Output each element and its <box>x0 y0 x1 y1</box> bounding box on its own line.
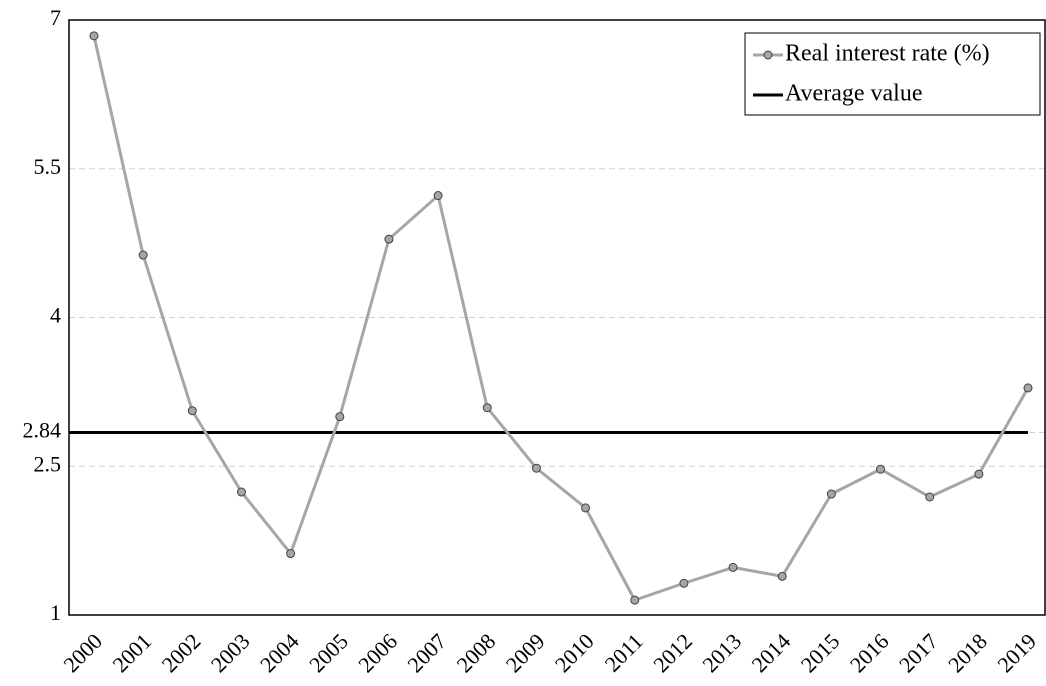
point <box>974 469 984 479</box>
plot-frame <box>68 19 1046 616</box>
x-tick-label: 2017 <box>894 628 943 677</box>
point <box>335 412 345 422</box>
y-tick-label: 4 <box>50 303 61 328</box>
point <box>236 487 246 497</box>
point <box>826 489 836 499</box>
x-tick-label: 2002 <box>157 628 206 677</box>
x-tick-label: 2018 <box>943 628 992 677</box>
legend-marker <box>763 50 773 60</box>
y-tick-label: 5.5 <box>34 154 62 179</box>
x-tick-label: 2001 <box>107 628 156 677</box>
x-tick-label: 2013 <box>697 628 746 677</box>
x-tick-label: 2012 <box>648 628 697 677</box>
y-tick-label: 2.5 <box>34 451 62 476</box>
point <box>286 549 296 559</box>
y-tick-label: 1 <box>50 600 61 625</box>
point <box>531 463 541 473</box>
legend-label: Real interest rate (%) <box>785 41 990 67</box>
point <box>777 571 787 581</box>
x-tick-label: 2009 <box>501 628 550 677</box>
point <box>925 492 935 502</box>
legend-box <box>744 32 1041 116</box>
x-tick-label: 2015 <box>796 628 845 677</box>
legend-label: Average value <box>785 81 922 107</box>
point <box>630 595 640 605</box>
x-tick-label: 2016 <box>845 628 894 677</box>
x-tick-label: 2011 <box>600 628 648 676</box>
x-tick-label: 2005 <box>304 628 353 677</box>
point <box>89 31 99 41</box>
point <box>581 503 591 513</box>
point <box>433 191 443 201</box>
x-tick-label: 2000 <box>58 628 107 677</box>
x-tick-label: 2004 <box>255 628 304 677</box>
x-tick-label: 2010 <box>550 628 599 677</box>
point <box>876 464 886 474</box>
point <box>187 406 197 416</box>
point <box>679 578 689 588</box>
x-tick-label: 2014 <box>747 628 796 677</box>
point <box>728 562 738 572</box>
point <box>384 234 394 244</box>
x-tick-label: 2006 <box>353 628 402 677</box>
x-tick-label: 2007 <box>402 628 451 677</box>
series-line <box>92 35 1030 602</box>
point <box>1023 383 1033 393</box>
x-tick-label: 2003 <box>206 628 255 677</box>
point <box>482 403 492 413</box>
x-tick-label: 2008 <box>452 628 501 677</box>
point <box>138 250 148 260</box>
x-tick-label: 2019 <box>992 628 1041 677</box>
y-tick-label: 2.84 <box>23 418 62 443</box>
y-tick-label: 7 <box>50 5 61 30</box>
